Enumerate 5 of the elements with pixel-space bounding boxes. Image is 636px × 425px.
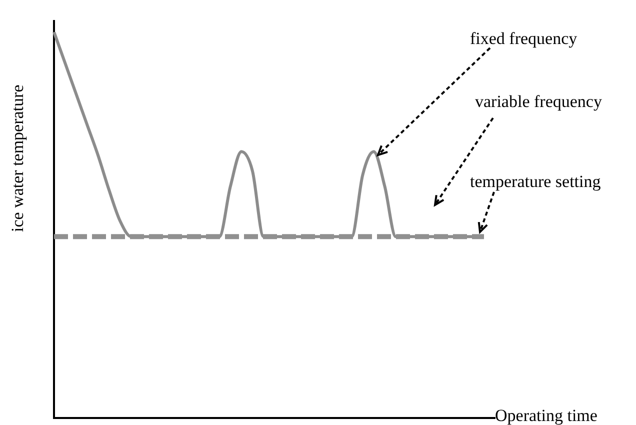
y-axis-title: ice water temperature xyxy=(8,84,27,232)
text: fixed frequency xyxy=(470,29,578,48)
text: temperature setting xyxy=(470,172,601,191)
x-axis-title: Operating time xyxy=(495,406,598,425)
annotation: variable frequency xyxy=(475,92,602,111)
